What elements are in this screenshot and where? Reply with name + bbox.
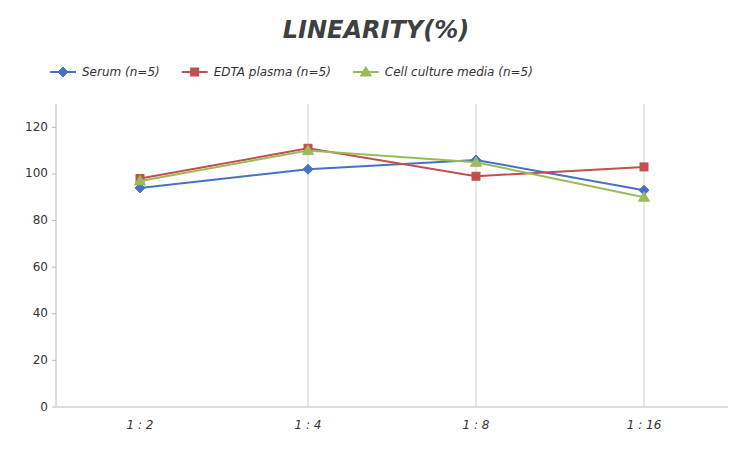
x-tick-label: 1 : 8 xyxy=(463,418,490,432)
chart-container: LINEARITY(%)0204060801001201 : 21 : 41 :… xyxy=(0,0,752,451)
series xyxy=(136,144,648,182)
grid xyxy=(308,104,644,407)
marker xyxy=(303,164,313,174)
y-tick-label: 40 xyxy=(33,306,48,320)
grid-line xyxy=(644,104,645,407)
x-axis: 1 : 2 1 : 4 1 : 8 1 : 16 xyxy=(127,418,662,432)
y-tick-label: 120 xyxy=(25,120,48,134)
y-tick-label: 60 xyxy=(33,260,48,274)
marker xyxy=(303,145,314,155)
marker xyxy=(639,192,650,202)
series xyxy=(135,145,650,201)
grid-line xyxy=(476,104,477,407)
x-tick-label: 1 : 4 xyxy=(295,418,322,432)
series-line xyxy=(140,151,644,198)
legend: Serum (n=5) EDTA plasma (n=5) Cell culture… xyxy=(50,65,533,79)
y-tick-label: 80 xyxy=(33,213,48,227)
y-tick-label: 0 xyxy=(40,400,48,414)
marker xyxy=(471,157,482,167)
chart: LINEARITY(%)0204060801001201 : 21 : 41 :… xyxy=(0,0,752,451)
y-tick xyxy=(52,127,56,128)
y-tick xyxy=(52,313,56,314)
series xyxy=(135,155,649,195)
legend-label: EDTA plasma (n=5) xyxy=(214,65,331,79)
legend-item: EDTA plasma (n=5) xyxy=(182,65,331,79)
legend-item: Serum (n=5) xyxy=(50,65,160,79)
y-tick-label: 20 xyxy=(33,353,48,367)
y-tick-label: 100 xyxy=(25,166,48,180)
y-tick xyxy=(52,407,56,408)
marker xyxy=(191,68,199,76)
title: LINEARITY(%) xyxy=(283,16,469,44)
marker xyxy=(640,163,648,171)
legend-label: Cell culture media (n=5) xyxy=(385,65,533,79)
x-axis-line xyxy=(56,407,728,408)
marker xyxy=(58,67,68,77)
y-tick xyxy=(52,267,56,268)
y-tick xyxy=(52,360,56,361)
y-tick xyxy=(52,220,56,221)
marker xyxy=(360,67,371,77)
series-line xyxy=(140,148,644,178)
y-axis-line xyxy=(56,104,57,407)
x-tick-label: 1 : 16 xyxy=(627,418,662,432)
x-tick-label: 1 : 2 xyxy=(127,418,154,432)
marker xyxy=(135,175,146,185)
legend-label: Serum (n=5) xyxy=(82,65,160,79)
plot-area xyxy=(135,144,650,201)
marker xyxy=(472,172,480,180)
y-tick xyxy=(52,173,56,174)
legend-item: Cell culture media (n=5) xyxy=(353,65,533,79)
y-axis: 0 20 40 60 80 100 120 xyxy=(25,120,56,414)
